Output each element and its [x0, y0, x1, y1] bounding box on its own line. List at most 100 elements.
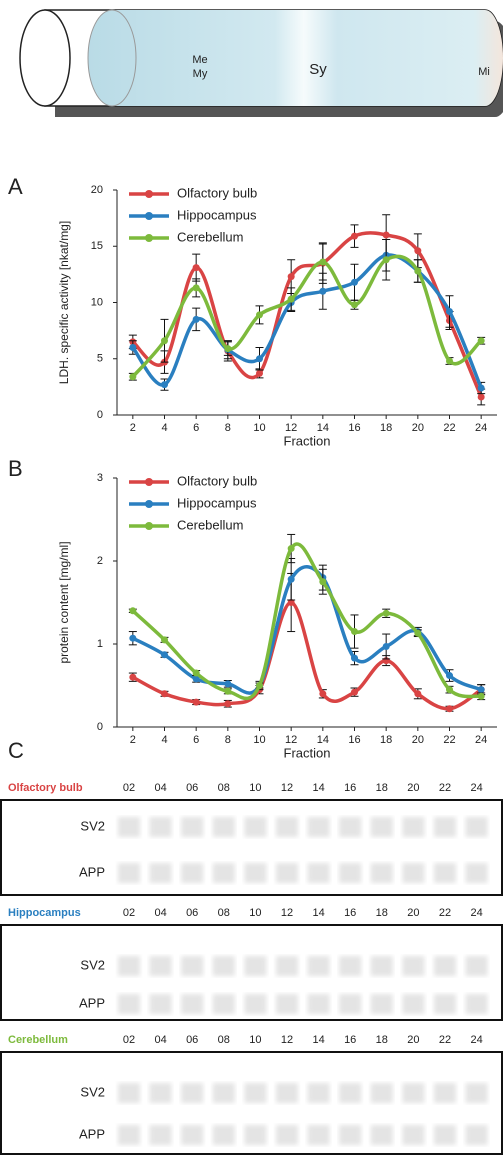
- legend-marker: [145, 478, 153, 486]
- blot-band: [181, 994, 204, 1014]
- data-point: [351, 688, 358, 696]
- tube-label: My: [193, 68, 208, 80]
- blot-band: [434, 817, 456, 837]
- series-line: [131, 231, 483, 398]
- x-axis-label: Fraction: [284, 745, 331, 760]
- data-point: [256, 682, 263, 689]
- x-tick-label: 4: [161, 734, 167, 746]
- blot-band: [339, 1125, 362, 1145]
- data-point: [351, 278, 358, 286]
- row-label: APP: [79, 1126, 105, 1141]
- lane-label: 04: [154, 1034, 166, 1046]
- lane-label: 18: [376, 782, 388, 794]
- lane-label: 08: [218, 782, 230, 794]
- blot-band: [276, 1125, 298, 1145]
- lane-label: 02: [123, 907, 135, 919]
- blot-band: [118, 1083, 140, 1103]
- row-label: SV2: [80, 957, 105, 972]
- tube-label: Me: [192, 54, 207, 66]
- lane-label: 16: [344, 782, 356, 794]
- data-point: [129, 373, 137, 381]
- data-point: [414, 690, 422, 698]
- data-point: [446, 308, 453, 315]
- blot-band: [181, 1125, 204, 1145]
- blot-band: [465, 956, 488, 976]
- blot-band: [370, 1125, 393, 1145]
- data-point: [256, 355, 263, 363]
- y-tick-label: 15: [91, 240, 103, 252]
- legend-marker: [145, 522, 153, 530]
- data-point: [382, 642, 390, 650]
- x-tick-label: 18: [380, 734, 392, 746]
- x-tick-label: 4: [161, 422, 167, 434]
- data-point: [256, 311, 263, 319]
- y-tick-label: 10: [91, 296, 103, 308]
- lane-label: 24: [470, 782, 482, 794]
- blot-band: [149, 817, 172, 837]
- blot-band: [370, 817, 393, 837]
- blot-band: [244, 956, 267, 976]
- blot-band: [402, 994, 425, 1014]
- data-point: [224, 680, 232, 688]
- legend-label: Hippocampus: [177, 207, 257, 222]
- x-tick-label: 12: [285, 422, 297, 434]
- x-tick-label: 2: [130, 422, 136, 434]
- blot-band: [181, 1083, 204, 1103]
- lane-label: 14: [312, 782, 324, 794]
- blot-band: [149, 956, 172, 976]
- data-point: [414, 267, 422, 275]
- data-point: [351, 628, 358, 636]
- data-point: [129, 607, 137, 615]
- x-tick-label: 14: [317, 422, 329, 434]
- data-point: [224, 345, 232, 353]
- data-point: [287, 599, 295, 606]
- blot-band: [212, 863, 235, 883]
- data-point: [477, 686, 485, 694]
- data-point: [414, 247, 422, 255]
- blot-band: [402, 817, 425, 837]
- tube-label: Mi: [478, 66, 490, 78]
- x-tick-label: 12: [285, 734, 297, 746]
- blot-band: [212, 1083, 235, 1103]
- x-tick-label: 18: [380, 422, 392, 434]
- tube-diagram: Me My Sy Mi: [19, 9, 503, 117]
- lane-label: 18: [376, 1034, 388, 1046]
- data-point: [477, 337, 485, 345]
- blot-band: [307, 994, 330, 1014]
- lane-label: 16: [344, 907, 356, 919]
- row-label: APP: [79, 864, 105, 879]
- blot-band: [434, 863, 456, 883]
- lane-label: 22: [439, 782, 451, 794]
- blot-band: [181, 863, 204, 883]
- lane-label: 22: [439, 1034, 451, 1046]
- lane-label: 10: [249, 907, 261, 919]
- lane-label: 10: [249, 782, 261, 794]
- blot-band: [339, 863, 362, 883]
- blot-band: [307, 1125, 330, 1145]
- lane-label: 06: [186, 782, 198, 794]
- blot-band: [339, 817, 362, 837]
- blot-band: [276, 817, 298, 837]
- lane-label: 22: [439, 907, 451, 919]
- blot-panel: C Olfactory bulb 02 04 06 08 10 12 14 16 18 20 22 24 S…: [0, 738, 503, 1155]
- tissue-label: Olfactory bulb: [8, 782, 83, 794]
- blot-band: [402, 1125, 425, 1145]
- blot-band: [465, 1125, 488, 1145]
- blot-band: [118, 994, 140, 1014]
- lane-label: 20: [407, 1034, 419, 1046]
- blot-band: [434, 994, 456, 1014]
- lane-label: 06: [186, 1034, 198, 1046]
- data-point: [477, 384, 485, 392]
- x-tick-label: 6: [193, 422, 199, 434]
- data-point: [414, 629, 422, 637]
- row-label: SV2: [80, 818, 105, 833]
- blot-band: [118, 956, 140, 976]
- panel-label: B: [8, 456, 23, 481]
- blot-band: [244, 1083, 267, 1103]
- blot-band: [118, 1125, 140, 1145]
- tube-inner-edge: [87, 9, 137, 107]
- data-point: [287, 545, 295, 553]
- lane-label: 20: [407, 782, 419, 794]
- panel-label: C: [8, 738, 24, 763]
